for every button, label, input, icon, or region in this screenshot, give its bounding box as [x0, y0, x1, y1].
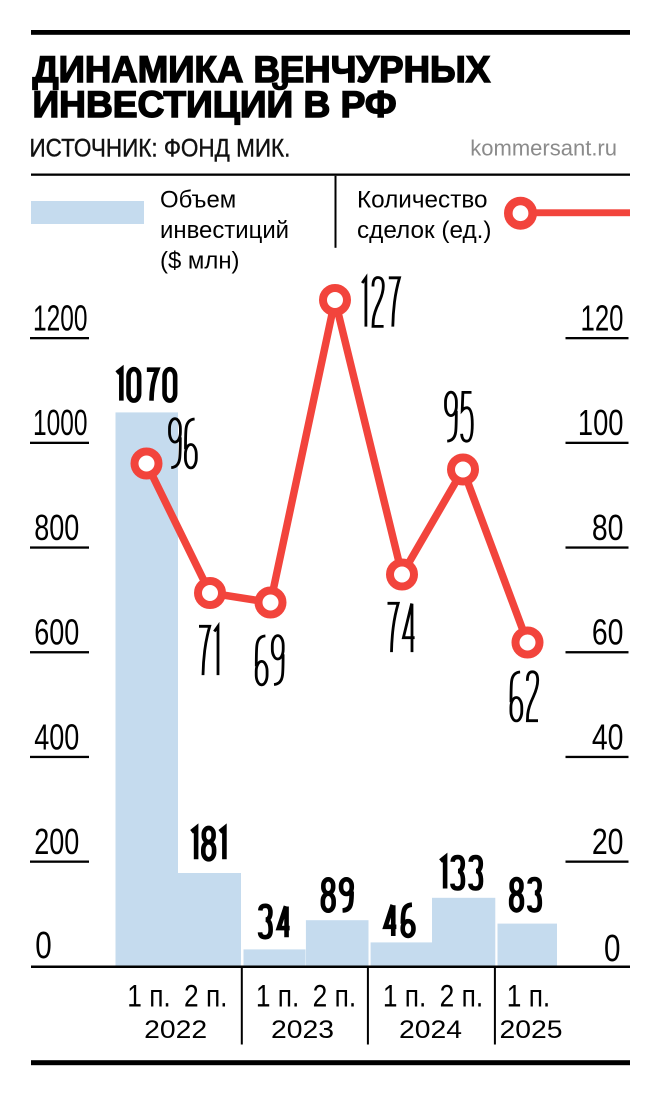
svg-text:1 п.: 1 п. — [383, 979, 426, 1014]
svg-text:0: 0 — [35, 925, 51, 967]
svg-text:($ млн): ($ млн) — [160, 248, 240, 275]
svg-text:400: 400 — [34, 716, 79, 757]
svg-text:20: 20 — [592, 822, 624, 862]
svg-text:200: 200 — [34, 821, 79, 862]
svg-text:1 п.: 1 п. — [256, 979, 299, 1014]
svg-text:100: 100 — [578, 403, 624, 444]
svg-text:0: 0 — [604, 928, 620, 970]
svg-text:ИСТОЧНИК: ФОНД МИК.: ИСТОЧНИК: ФОНД МИК. — [30, 134, 291, 162]
svg-text:ДИНАМИКА ВЕНЧУРНЫХ: ДИНАМИКА ВЕНЧУРНЫХ — [33, 48, 491, 91]
svg-text:сделок (ед.): сделок (ед.) — [357, 217, 491, 244]
svg-text:1200: 1200 — [33, 298, 87, 339]
svg-text:2022: 2022 — [144, 1015, 207, 1043]
svg-text:ИНВЕСТИЦИЙ В РФ: ИНВЕСТИЦИЙ В РФ — [33, 83, 397, 125]
svg-text:1 п.: 1 п. — [507, 979, 550, 1014]
svg-text:Количество: Количество — [357, 187, 487, 214]
svg-text:Объем: Объем — [160, 186, 236, 213]
svg-text:2023: 2023 — [271, 1015, 334, 1043]
svg-text:60: 60 — [592, 612, 624, 652]
svg-text:1 п.: 1 п. — [127, 979, 170, 1014]
svg-text:kommersant.ru: kommersant.ru — [470, 136, 617, 161]
svg-text:800: 800 — [34, 507, 79, 548]
svg-text:2 п.: 2 п. — [440, 979, 483, 1014]
svg-text:40: 40 — [592, 717, 624, 757]
svg-text:2025: 2025 — [499, 1015, 562, 1043]
svg-text:80: 80 — [592, 508, 624, 548]
svg-text:инвестиций: инвестиций — [160, 217, 289, 244]
svg-text:1000: 1000 — [33, 402, 87, 443]
svg-text:120: 120 — [581, 298, 624, 338]
svg-text:2 п.: 2 п. — [313, 979, 356, 1014]
svg-text:2 п.: 2 п. — [184, 979, 227, 1014]
svg-text:2024: 2024 — [399, 1015, 462, 1043]
svg-text:600: 600 — [34, 612, 79, 653]
